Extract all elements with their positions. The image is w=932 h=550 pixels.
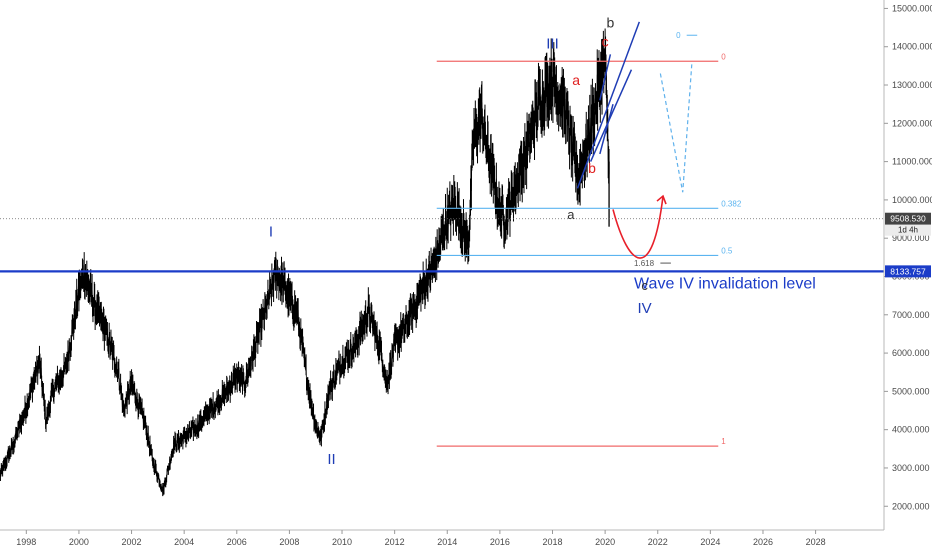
interval-tag-text: 1d 4h <box>898 226 918 235</box>
x-tick-label: 2018 <box>542 537 562 547</box>
y-tick-label: 6000.000 <box>892 348 930 358</box>
y-tick-label: 15000.000 <box>892 3 932 13</box>
wave-channel-line <box>589 69 633 162</box>
wave-label-I: I <box>269 223 273 240</box>
x-tick-label: 2006 <box>227 537 247 547</box>
x-tick-label: 2014 <box>437 537 457 547</box>
price-series-line <box>0 46 610 494</box>
current-price-tag <box>885 212 931 225</box>
y-tick-label: 12000.000 <box>892 118 932 128</box>
red-arrow-head <box>656 194 667 205</box>
fib-level-label: 1 <box>721 437 726 446</box>
y-tick-label: 11000.000 <box>892 157 932 167</box>
wave-label-big-b: b <box>606 15 614 31</box>
x-tick-label: 2002 <box>122 537 142 547</box>
fib-extension-label: 1.618 <box>634 259 655 268</box>
y-tick-label: 5000.000 <box>892 386 930 396</box>
wave-channel-line <box>599 103 614 155</box>
wave-label-IV: IV <box>637 300 651 317</box>
fib-extension-zero-label: 0 <box>676 31 681 40</box>
time-axis: 1998 2000 2002 2004 2006 2008 2010 2012 2014 2016… <box>0 529 884 547</box>
annotations: 0 0.382 0.5 1 Wave IV invalidation level 1.61… <box>0 15 884 468</box>
wave-label-small-a: a <box>572 72 580 88</box>
x-tick-label: 2016 <box>490 537 510 547</box>
fib-level-label: 0 <box>721 52 726 61</box>
projection-dashed <box>659 61 693 193</box>
wave-label-III: III <box>546 36 559 53</box>
wave-channel-line <box>599 54 612 101</box>
y-tick-label: 10000.000 <box>892 195 932 205</box>
current-price-value: 9508.530 <box>890 214 926 224</box>
y-tick-label: 9000.000 <box>892 233 930 243</box>
wave-label-small-b: b <box>588 160 596 176</box>
y-tick-label: 4000.000 <box>892 425 930 435</box>
x-tick-label: 2028 <box>806 537 826 547</box>
x-tick-label: 2024 <box>700 537 720 547</box>
x-tick-label: 2010 <box>332 537 352 547</box>
wave-channel-line <box>576 21 641 189</box>
price-axis: 2000.000 3000.000 4000.000 5000.000 6000.000… <box>883 0 932 530</box>
wave-label-II: II <box>327 451 335 468</box>
y-tick-label: 7000.000 <box>892 310 930 320</box>
plot-area <box>0 28 610 497</box>
interval-tag <box>885 224 931 236</box>
x-tick-label: 2020 <box>595 537 615 547</box>
fib-level-label: 0.5 <box>721 246 733 255</box>
invalidation-tag <box>885 265 931 278</box>
red-arrow-curve <box>612 195 664 259</box>
invalidation-value: 8133.757 <box>890 266 926 276</box>
fib-level-label: 0.382 <box>721 199 742 208</box>
wave-label-small-c: c <box>602 34 609 50</box>
x-tick-label: 2008 <box>279 537 299 547</box>
y-tick-label: 14000.000 <box>892 42 932 52</box>
x-tick-label: 2000 <box>69 537 89 547</box>
y-tick-label: 3000.000 <box>892 463 930 473</box>
x-tick-label: 2026 <box>753 537 773 547</box>
invalidation-text: Wave IV invalidation level <box>634 275 816 292</box>
x-tick-label: 2022 <box>648 537 668 547</box>
x-tick-label: 1998 <box>16 537 36 547</box>
wave-label-big-c: c <box>641 278 648 293</box>
x-tick-label: 2012 <box>385 537 405 547</box>
y-tick-label: 13000.000 <box>892 80 932 90</box>
wave-label-big-a: a <box>567 207 575 222</box>
x-tick-label: 2004 <box>174 537 194 547</box>
y-tick-label: 2000.000 <box>892 501 930 511</box>
